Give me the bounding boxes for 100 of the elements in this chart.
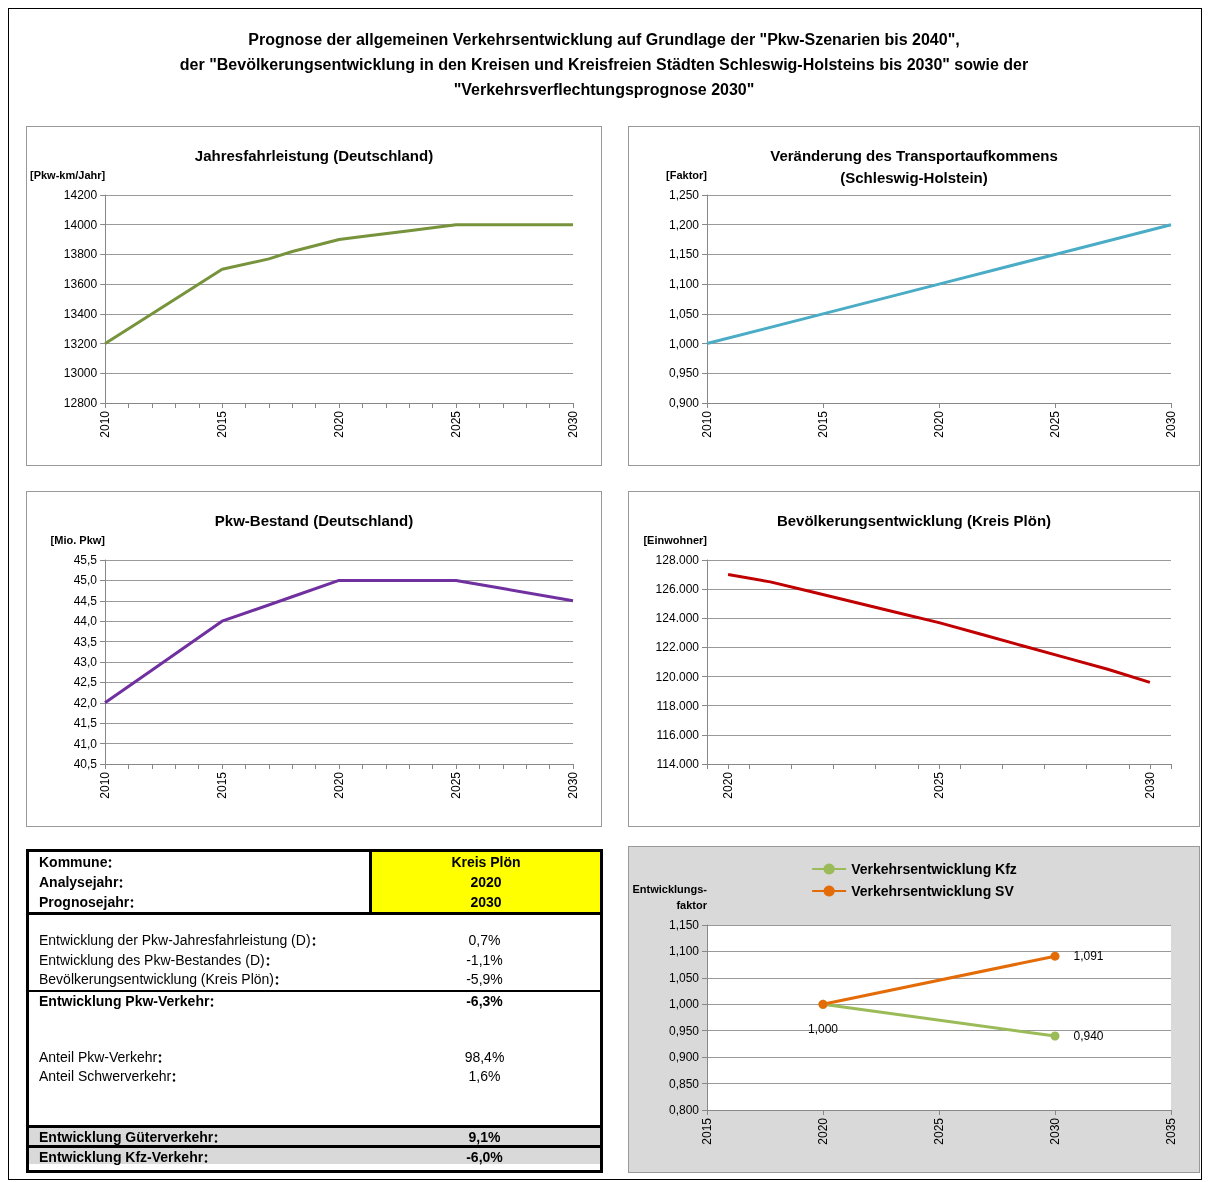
x-tick-label: 2015 (215, 410, 230, 438)
y-tick-label: 41,5 (73, 716, 98, 731)
y-tick-label: 116.000 (656, 727, 700, 742)
y-axis-title: Entwicklungs- faktor (632, 883, 708, 911)
line-series (705, 223, 1173, 346)
chart-title: Jahresfahrleistung (Deutschland) (194, 146, 434, 164)
line-series (103, 223, 575, 346)
category-label: Analysejahr (39, 874, 119, 890)
x-tick-label: 2030 (566, 771, 580, 799)
category-label: Anteil Schwerverkehr (39, 1068, 172, 1085)
y-tick-label: 1,100 (668, 944, 700, 959)
text: 2030 (470, 894, 502, 910)
y-tick-label: 13200 (63, 336, 98, 351)
x-tick-label: 2025 (449, 410, 464, 438)
text: 2020 (470, 874, 502, 890)
category-label: Bevölkerungsentwicklung (Kreis Plön) (39, 971, 274, 988)
y-tick-label: 0,950 (668, 366, 700, 381)
line-series (103, 578, 575, 705)
y-tick-label: 0,900 (668, 1050, 700, 1065)
y-tick-label: 0,800 (668, 1103, 700, 1117)
y-tick-label: 0,950 (668, 1023, 700, 1038)
y-tick-label: 1,250 (668, 188, 700, 202)
y-tick-label: 1,150 (668, 247, 700, 262)
text: Prognose der allgemeinen Verkehrsentwicklung auf Grundlage der "Pkw-Szenarien bis 2040", der "Bevölkerungsentwicklung in den Kreisen und Kreisfreien Städten Schleswig-Holsteins bis 2030" sowie der "Verkehrsverflechtungsprognose 2030" (178, 30, 1030, 100)
legend-label: Verkehrsentwicklung SV (851, 883, 1015, 899)
y-tick-label: 1,050 (668, 970, 700, 985)
y-tick-label: 1,050 (668, 306, 700, 321)
y-tick-label: 41,0 (73, 736, 98, 751)
text: 0,7% (468, 932, 501, 949)
x-tick-label: 2025 (932, 771, 946, 799)
x-tick-label: 2020 (721, 771, 736, 799)
text: 98,4% (464, 1048, 505, 1065)
y-tick-label: 1,000 (668, 336, 700, 351)
data-label: 1,091 (1073, 949, 1104, 964)
x-tick-label: 2015 (816, 410, 830, 438)
x-tick-label: 2010 (98, 410, 113, 438)
category-label: Entwicklung der Pkw-Jahresfahrleistung (D) (39, 932, 311, 949)
y-tick-label: 44,5 (73, 593, 98, 608)
text: -6,0% (466, 1148, 503, 1165)
y-axis-title: [Mio. Pkw] (50, 534, 106, 546)
y-tick-label: 40,5 (73, 757, 98, 771)
y-tick-label: 0,900 (668, 396, 700, 410)
y-tick-label: 122.000 (655, 640, 700, 655)
category-label: Kommune (39, 854, 108, 870)
x-tick-label: 2030 (566, 410, 580, 438)
y-axis-title: [Einwohner] (643, 534, 708, 546)
y-tick-label: 42,5 (73, 675, 98, 690)
text: 9,1% (468, 1129, 501, 1146)
x-tick-label: 2030 (1164, 410, 1178, 438)
text: 1,6% (468, 1068, 501, 1085)
x-tick-label: 2035 (1164, 1117, 1178, 1145)
category-label: Prognosejahr (39, 894, 130, 910)
y-tick-label: 12800 (63, 396, 98, 410)
x-tick-label: 2025 (449, 771, 463, 799)
x-tick-label: 2020 (816, 1117, 830, 1145)
x-tick-label: 2010 (700, 410, 714, 438)
y-tick-label: 1,000 (668, 997, 700, 1012)
x-tick-label: 2015 (215, 771, 229, 799)
y-axis-title: [Faktor] (666, 169, 708, 181)
y-tick-label: 43,0 (73, 655, 98, 669)
x-tick-label: 2030 (1142, 771, 1157, 799)
chart-title: Veränderung des Transportaufkommens (Schleswig-Holstein) (770, 146, 1058, 186)
y-tick-label: 13600 (63, 277, 98, 292)
y-tick-label: 114.000 (656, 757, 700, 771)
y-tick-label: 0,850 (668, 1076, 700, 1091)
category-label: Entwicklung Pkw-Verkehr (39, 992, 210, 1009)
y-tick-label: 14000 (63, 217, 98, 232)
y-tick-label: 1,200 (668, 217, 700, 232)
x-tick-label: 2015 (700, 1117, 714, 1145)
y-tick-label: 118.000 (656, 698, 700, 713)
y-tick-label: 126.000 (655, 582, 700, 597)
chart-title: Bevölkerungsentwicklung (Kreis Plön) (776, 511, 1052, 529)
y-tick-label: 13000 (63, 366, 98, 381)
legend-label: Verkehrsentwicklung Kfz (851, 861, 1017, 877)
text: -6,3% (466, 992, 503, 1009)
category-label: Entwicklung Güterverkehr (39, 1129, 214, 1146)
x-tick-label: 2020 (332, 410, 347, 438)
data-label: 0,940 (1073, 1029, 1104, 1043)
chart-title: Pkw-Bestand (Deutschland) (214, 511, 414, 529)
x-tick-label: 2010 (98, 771, 112, 799)
category-label: Anteil Pkw-Verkehr (39, 1048, 158, 1065)
category-label: Entwicklung des Pkw-Bestandes (D) (39, 951, 265, 968)
text: Kreis Plön (451, 854, 521, 870)
point (1050, 1031, 1060, 1041)
x-tick-label: 2030 (1048, 1117, 1062, 1145)
text: -1,1% (466, 951, 503, 968)
y-tick-label: 13400 (63, 306, 98, 321)
x-tick-label: 2025 (932, 1117, 946, 1145)
text: -5,9% (466, 971, 503, 988)
y-tick-label: 13800 (63, 247, 98, 262)
category-label: Entwicklung Kfz-Verkehr (39, 1148, 204, 1165)
point (1050, 951, 1060, 961)
y-tick-label: 1,150 (668, 918, 700, 932)
y-tick-label: 43,5 (73, 634, 98, 649)
y-tick-label: 45,0 (73, 573, 98, 588)
y-tick-label: 120.000 (655, 669, 700, 684)
y-tick-label: 128.000 (655, 553, 700, 567)
x-tick-label: 2020 (332, 771, 346, 799)
y-tick-label: 14200 (63, 188, 98, 202)
y-tick-label: 44,0 (73, 614, 98, 629)
